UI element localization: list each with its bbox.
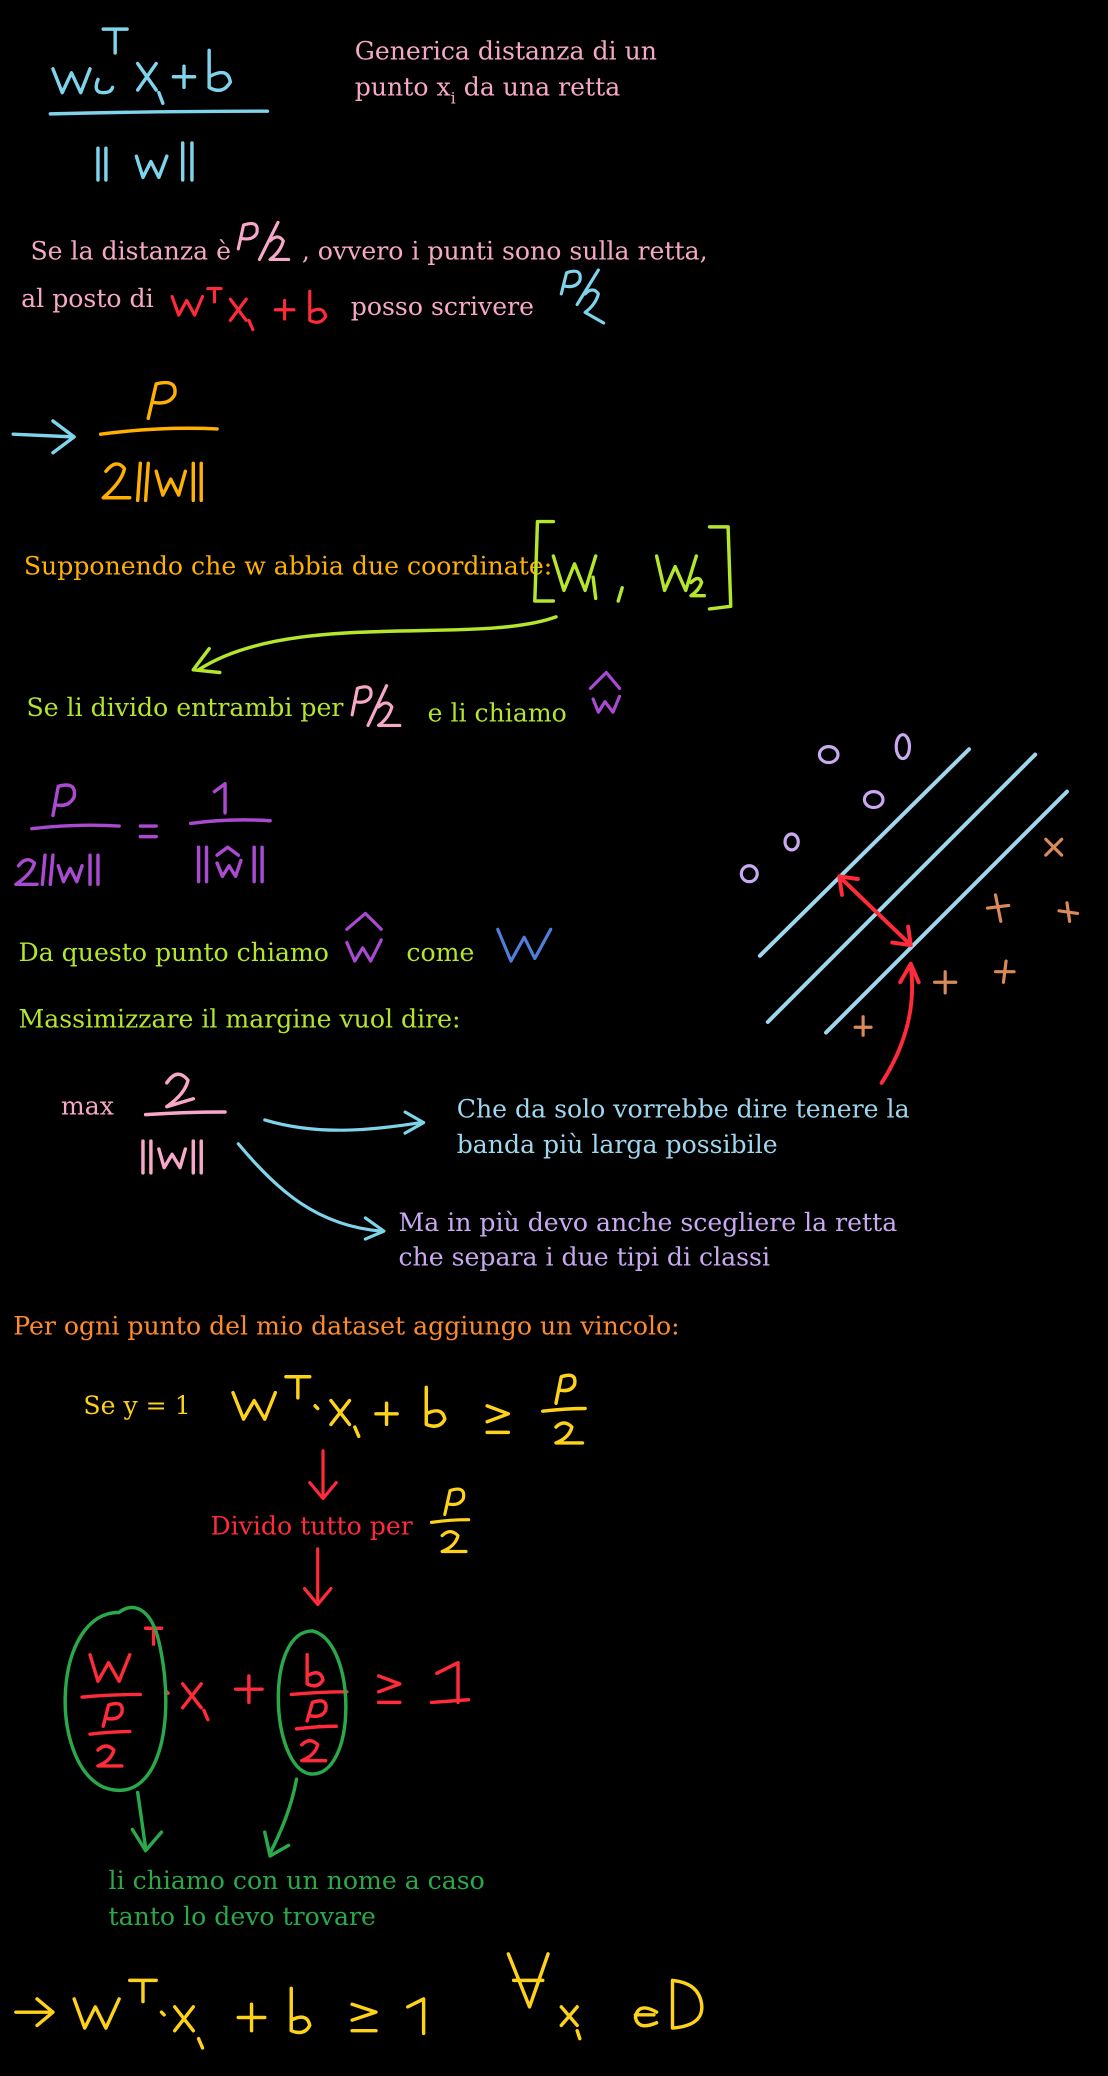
svg-text:Se y = 1: Se y = 1	[83, 1391, 190, 1420]
svg-text:Da questo punto chiamo: Da questo punto chiamo	[19, 938, 329, 967]
w-blue	[496, 927, 553, 963]
two-over-norm-pink	[141, 1072, 227, 1175]
wtxb-red	[170, 286, 328, 332]
divido-entrambi-note: Se li divido entrambi per e li chiamo	[26, 693, 566, 727]
svg-text:punto xi da una retta: punto xi da una retta	[355, 72, 621, 107]
svg-text:al posto di: al posto di	[21, 284, 154, 313]
svg-text:Se li divido entrambi per: Se li divido entrambi per	[26, 693, 344, 722]
massimizzare-note: Massimizzare il margine vuol dire:	[19, 1004, 461, 1033]
w-hat-purple-2	[345, 911, 383, 963]
da-questo-note: Da questo punto chiamo come	[19, 938, 475, 967]
p-over-2-pink	[236, 220, 291, 262]
svg-text:come: come	[406, 938, 474, 967]
svg-text:Massimizzare il margine vuol d: Massimizzare il margine vuol dire:	[19, 1004, 461, 1033]
arrow-result	[11, 419, 76, 455]
constraint-yellow	[231, 1373, 587, 1445]
rescaled-red	[80, 1626, 471, 1768]
vincolo-note: Per ogni punto del mio dataset aggiungo …	[13, 1311, 679, 1340]
max-label: max	[61, 1092, 114, 1121]
svm-sketch	[739, 733, 1080, 1085]
svg-text:Se la distanza è: Se la distanza è	[30, 236, 231, 265]
svg-text:li chiamo con un nome a caso: li chiamo con un nome a caso	[109, 1866, 485, 1895]
w-vector-lime	[533, 519, 733, 611]
final-constraint-yellow	[14, 1952, 704, 2050]
generic-distance-note: Generica distanza di un punto xi da una …	[355, 37, 657, 108]
distance-formula	[48, 27, 270, 182]
svg-text:, ovvero i punti sono sulla re: , ovvero i punti sono sulla retta,	[302, 236, 708, 265]
svg-text:Generica distanza di un: Generica distanza di un	[355, 37, 657, 66]
class-o-points	[739, 733, 912, 884]
svg-text:tanto lo devo trovare: tanto lo devo trovare	[109, 1902, 376, 1931]
banda-note: Che da solo vorrebbe dire tenere la band…	[457, 1094, 910, 1159]
svg-text:Divido tutto per: Divido tutto per	[210, 1511, 413, 1540]
p-over-2norm-orange	[98, 380, 219, 503]
divido-tutto-note: Divido tutto per	[210, 1511, 413, 1540]
svg-text:e li chiamo: e li chiamo	[428, 698, 567, 727]
green-loops	[63, 1605, 348, 1858]
p-over-2-cyan	[559, 268, 606, 325]
p-over-2-yellow	[429, 1487, 471, 1554]
margin-lines	[757, 747, 1069, 1035]
nome-note: li chiamo con un nome a caso tanto lo de…	[109, 1866, 485, 1931]
svg-text:Che da solo vorrebbe dire tene: Che da solo vorrebbe dire tenere la	[457, 1094, 910, 1123]
svg-text:Ma in più devo anche scegliere: Ma in più devo anche scegliere la retta	[398, 1208, 897, 1237]
retta-note: Ma in più devo anche scegliere la retta …	[398, 1208, 897, 1271]
w-hat-purple	[588, 670, 622, 714]
svg-text:che separa i due tipi di class: che separa i due tipi di classi	[398, 1243, 770, 1272]
equality-purple	[14, 781, 272, 887]
margin-width-arrow	[837, 874, 921, 1085]
p-over-2-pink-2	[350, 684, 402, 728]
class-x-points	[853, 837, 1080, 1037]
arrows-cyan	[236, 1110, 426, 1241]
svg-text:banda più larga possibile: banda più larga possibile	[457, 1130, 778, 1159]
down-arrow-red-2	[302, 1547, 333, 1607]
down-arrow-red-1	[308, 1449, 338, 1501]
svg-text:Supponendo che w abbia due coo: Supponendo che w abbia due coordinate:	[24, 552, 552, 581]
se-y-note: Se y = 1	[83, 1391, 190, 1420]
svg-text:Per ogni punto del mio dataset: Per ogni punto del mio dataset aggiungo …	[13, 1311, 679, 1340]
supponendo-note: Supponendo che w abbia due coordinate:	[24, 552, 552, 581]
svg-text:max: max	[61, 1092, 114, 1121]
svg-text:posso scrivere: posso scrivere	[351, 292, 534, 321]
distance-note: Se la distanza è , ovvero i punti sono s…	[21, 236, 707, 321]
curved-arrow-lime	[191, 615, 558, 675]
